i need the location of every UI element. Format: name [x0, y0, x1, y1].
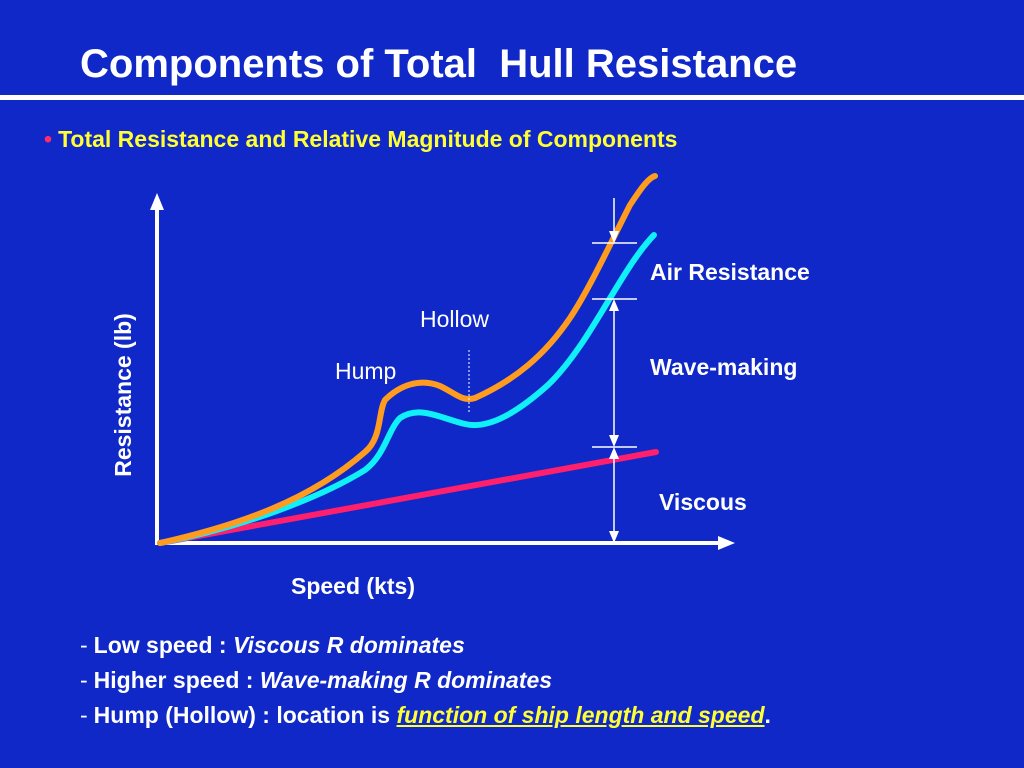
- bullet-prefix: Hump (Hollow) : location is: [93, 702, 397, 728]
- bullet-dash: -: [80, 667, 88, 693]
- bullet-dot: •: [44, 126, 53, 152]
- x-axis-label: Speed (kts): [291, 573, 415, 599]
- wave-making-label: Wave-making: [650, 354, 797, 380]
- air-arrow-head: [609, 231, 619, 243]
- y-axis-arrow: [150, 193, 164, 210]
- bullet-low-speed: - Low speed : Viscous R dominates: [80, 628, 771, 663]
- viscous-arrow-head-bottom: [609, 531, 619, 543]
- wave-arrow-head-top: [609, 299, 619, 311]
- air-resistance-label: Air Resistance: [650, 259, 810, 285]
- x-axis-arrow: [718, 536, 735, 550]
- bullet-prefix: Higher speed :: [93, 667, 260, 693]
- bullet-dash: -: [80, 702, 88, 728]
- viscous-resistance-line: [157, 449, 659, 546]
- viscous-label: Viscous: [659, 489, 747, 515]
- title-divider: [0, 95, 1024, 100]
- bullet-emphasis: Viscous R dominates: [232, 632, 465, 658]
- viscous-arrow-head-top: [609, 447, 619, 459]
- bullet-emphasis-underlined: function of ship length and speed: [396, 702, 765, 728]
- wave-plus-viscous-curve: [157, 232, 657, 546]
- subtitle-text: Total Resistance and Relative Magnitude …: [58, 126, 678, 152]
- bullet-higher-speed: - Higher speed : Wave-making R dominates: [80, 663, 771, 698]
- total-resistance-curve: [157, 173, 658, 546]
- wave-arrow-head-bottom: [609, 435, 619, 447]
- summary-bullets: - Low speed : Viscous R dominates - Higher…: [80, 628, 771, 733]
- hump-label: Hump: [335, 358, 396, 384]
- bullet-hump-hollow: - Hump (Hollow) : location is function of…: [80, 698, 771, 733]
- bullet-suffix: .: [764, 702, 771, 728]
- y-axis-label: Resistance (lb): [110, 313, 136, 477]
- slide-title: Components of Total Hull Resistance: [80, 42, 798, 86]
- bullet-prefix: Low speed :: [93, 632, 233, 658]
- subtitle-bullet: • Total Resistance and Relative Magnitude…: [44, 126, 677, 153]
- bullet-dash: -: [80, 632, 88, 658]
- hollow-label: Hollow: [420, 306, 489, 332]
- bullet-emphasis: Wave-making R dominates: [259, 667, 553, 693]
